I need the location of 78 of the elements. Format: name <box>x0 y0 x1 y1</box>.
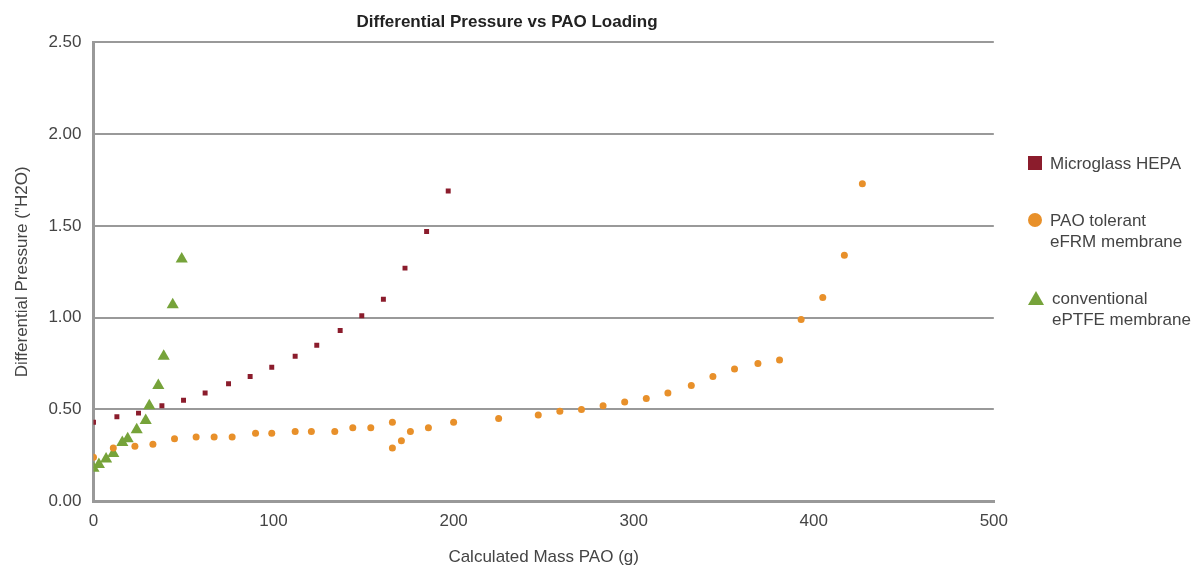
point <box>268 429 276 437</box>
point <box>192 433 200 441</box>
point <box>269 364 275 370</box>
y-tick-label: 2.50 <box>48 32 82 52</box>
legend-label: Microglass HEPA <box>1050 153 1181 174</box>
point <box>159 403 165 409</box>
legend-label: conventional ePTFE membrane <box>1052 288 1192 330</box>
point <box>149 440 157 448</box>
point <box>210 433 218 441</box>
point <box>450 418 458 426</box>
y-tick-label: 1.50 <box>48 215 82 235</box>
point <box>858 180 866 188</box>
point <box>202 390 208 396</box>
point <box>424 424 432 432</box>
point <box>136 410 141 416</box>
point <box>114 414 120 420</box>
y-tick-label: 2.00 <box>48 123 82 143</box>
point <box>388 418 396 426</box>
point <box>556 407 564 415</box>
point <box>359 313 365 319</box>
point <box>367 424 375 432</box>
point <box>664 389 672 397</box>
x-axis-title: Calculated Mass PAO (g) <box>448 547 639 567</box>
point <box>349 424 357 432</box>
point <box>131 442 139 450</box>
point <box>93 457 105 468</box>
point <box>139 413 152 424</box>
x-tick-label: 200 <box>439 511 468 531</box>
point <box>157 349 170 360</box>
point <box>337 328 343 333</box>
y-tick-label: 1.00 <box>48 307 82 327</box>
point <box>754 360 762 368</box>
point <box>495 415 503 423</box>
point <box>166 297 179 309</box>
point <box>109 444 117 452</box>
point <box>731 365 739 373</box>
point <box>247 373 253 379</box>
legend-label: PAO tolerant eFRM membrane <box>1050 210 1184 252</box>
point <box>143 398 156 410</box>
point <box>397 437 405 445</box>
point <box>406 427 414 435</box>
point <box>175 251 188 263</box>
x-tick-label: 300 <box>619 511 648 531</box>
point <box>228 433 236 441</box>
point <box>130 422 143 434</box>
point <box>331 427 339 435</box>
point <box>314 342 320 348</box>
chart-title: Differential Pressure vs PAO Loading <box>356 11 658 31</box>
point <box>577 405 585 413</box>
point <box>226 381 232 387</box>
point <box>599 402 607 410</box>
x-tick-label: 400 <box>799 511 828 531</box>
x-tick-label: 500 <box>979 511 1009 531</box>
point <box>621 398 629 406</box>
y-axis-title: Differential Pressure ("H2O) <box>11 166 31 378</box>
point <box>819 293 827 301</box>
y-tick-label: 0.00 <box>48 490 82 510</box>
point <box>424 228 430 234</box>
point <box>380 296 386 302</box>
point <box>445 188 451 194</box>
point <box>687 382 695 390</box>
point <box>292 353 298 359</box>
point <box>642 394 650 402</box>
point <box>171 435 179 443</box>
x-tick-label: 100 <box>259 511 288 531</box>
point <box>152 378 165 390</box>
point <box>252 429 260 437</box>
point <box>534 411 542 419</box>
point <box>388 444 396 452</box>
point <box>307 427 315 435</box>
x-tick-label: 0 <box>88 511 99 531</box>
point <box>181 397 186 403</box>
point <box>840 251 848 259</box>
point <box>776 356 784 364</box>
point <box>709 372 717 380</box>
y-tick-label: 0.50 <box>48 399 82 419</box>
point <box>291 427 299 435</box>
point <box>797 316 805 324</box>
